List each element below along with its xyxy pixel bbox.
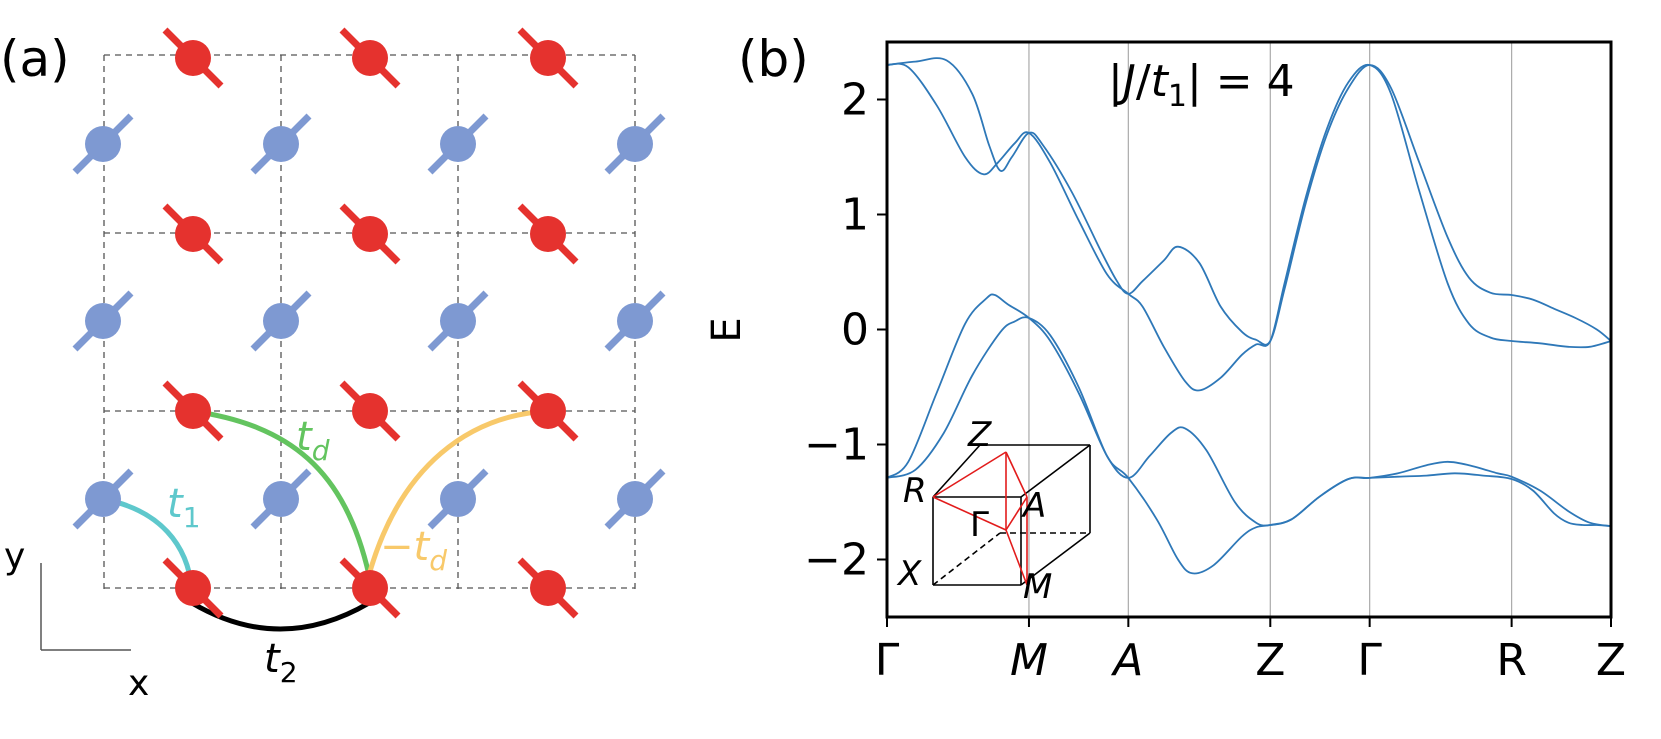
blue-site — [250, 290, 312, 352]
blue-site — [427, 113, 489, 175]
axis-y-label: y — [4, 536, 25, 577]
x-tick-label: M — [1010, 635, 1048, 686]
x-tick-label: Z — [1596, 635, 1626, 686]
y-tick-label: −1 — [804, 420, 869, 471]
band-line-4 — [886, 316, 1612, 575]
bz-label-r: R — [903, 471, 927, 511]
red-site — [517, 557, 579, 619]
red-site — [517, 380, 579, 442]
bz-label-a: A — [1021, 486, 1046, 526]
blue-site — [604, 290, 666, 352]
y-tick-label: 1 — [841, 190, 869, 241]
x-tick-label: Z — [1255, 635, 1285, 686]
hopping-td-curve — [191, 408, 372, 576]
chart-title: |J/t1| = 4 — [1108, 56, 1295, 114]
panel-a-label: (a) — [0, 30, 70, 88]
y-tick-label: 0 — [841, 305, 869, 356]
lattice-sites — [72, 27, 666, 619]
red-site — [517, 203, 579, 265]
hopping-minus-td-curve — [366, 408, 550, 576]
y-tick-label: 2 — [841, 75, 869, 126]
hopping-minus-td-label: −td — [380, 524, 447, 577]
blue-site — [604, 468, 666, 530]
hopping-t2-label: t2 — [264, 636, 298, 689]
red-site — [339, 27, 401, 89]
x-tick-label: R — [1496, 635, 1527, 686]
panel-a: (a) — [0, 27, 666, 704]
bz-label-z: Z — [967, 415, 992, 455]
red-site — [162, 380, 224, 442]
red-site — [517, 27, 579, 89]
bz-label-m: M — [1023, 567, 1052, 607]
red-site — [339, 203, 401, 265]
blue-site — [72, 468, 134, 530]
band-line-1 — [886, 57, 1612, 346]
blue-site — [250, 468, 312, 530]
y-axis-ticks: −2 −1 0 1 2 — [804, 75, 887, 586]
y-tick-label: −2 — [804, 535, 869, 586]
bz-label-gamma: Γ — [970, 505, 989, 545]
band-lines — [886, 57, 1612, 575]
x-tick-label: A — [1110, 635, 1143, 686]
blue-site — [604, 113, 666, 175]
blue-site — [250, 113, 312, 175]
x-tick-label: Γ — [1357, 635, 1382, 686]
high-symmetry-lines — [1028, 42, 1513, 617]
blue-site — [72, 290, 134, 352]
blue-site — [72, 113, 134, 175]
blue-site — [427, 468, 489, 530]
red-site — [162, 203, 224, 265]
blue-site — [427, 290, 489, 352]
brillouin-zone-inset: Z R Γ A X M — [896, 415, 1091, 607]
red-site — [339, 557, 401, 619]
band-line-3 — [886, 293, 1612, 527]
panel-b-label: (b) — [738, 30, 809, 88]
hopping-t2-curve — [190, 600, 371, 632]
axis-indicator: y x — [4, 536, 149, 704]
hopping-t1-label: t1 — [167, 481, 201, 534]
red-site — [162, 557, 224, 619]
hopping-td-label: td — [296, 414, 330, 467]
red-site — [339, 380, 401, 442]
bz-label-x: X — [896, 554, 922, 594]
x-tick-label: Γ — [875, 635, 900, 686]
band-line-2 — [886, 62, 1612, 392]
red-site — [162, 27, 224, 89]
y-axis-label: E — [704, 317, 750, 342]
axis-x-label: x — [128, 663, 149, 704]
